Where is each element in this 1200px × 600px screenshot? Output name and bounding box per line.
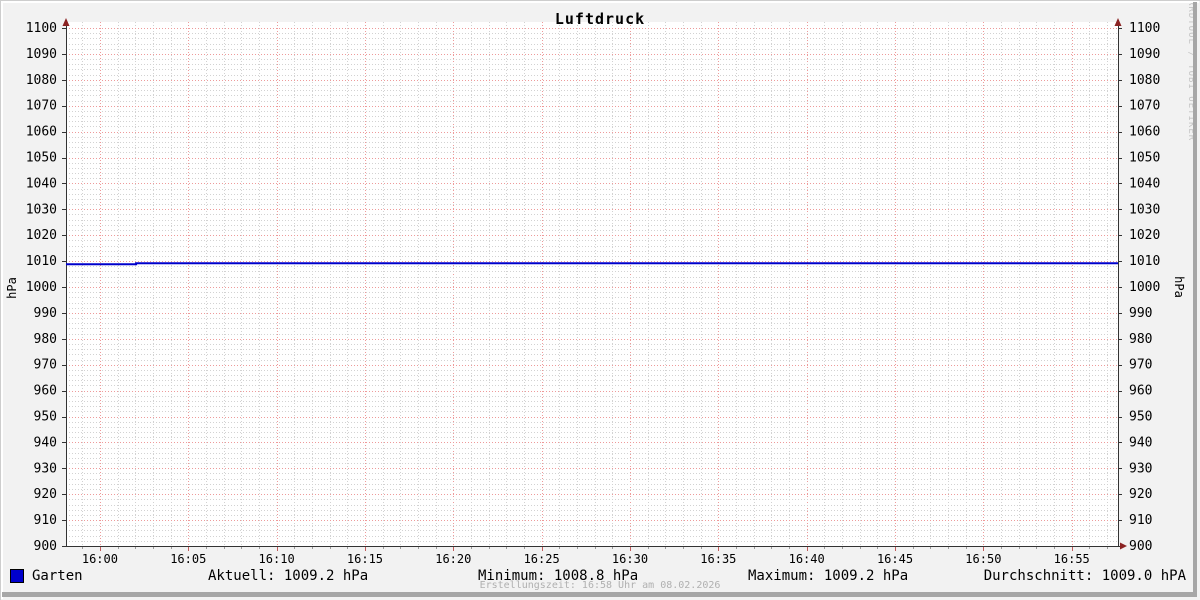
svg-text:1080: 1080 [26,73,57,88]
svg-text:1000: 1000 [26,280,57,295]
svg-text:980: 980 [34,332,57,347]
y-axis-unit-right: hPa [1172,276,1186,298]
svg-text:16:40: 16:40 [789,552,825,566]
svg-text:16:35: 16:35 [700,552,736,566]
svg-text:920: 920 [34,487,57,502]
svg-text:1030: 1030 [26,202,57,217]
svg-text:900: 900 [34,539,57,554]
svg-text:940: 940 [1129,435,1152,450]
svg-text:1010: 1010 [1129,254,1160,269]
y-axis-unit-left: hPa [5,277,19,299]
svg-text:940: 940 [34,435,57,450]
svg-text:990: 990 [1129,306,1152,321]
svg-text:16:30: 16:30 [612,552,648,566]
svg-text:16:25: 16:25 [524,552,560,566]
svg-text:16:15: 16:15 [347,552,383,566]
stat-current: Aktuell: 1009.2 hPa [208,568,369,584]
svg-text:1000: 1000 [1129,280,1160,295]
svg-text:16:20: 16:20 [435,552,471,566]
svg-text:16:05: 16:05 [170,552,206,566]
svg-text:1050: 1050 [26,151,57,166]
stat-average: Durchschnitt: 1009.0 hPA [983,568,1186,584]
creation-time-note: Erstellungszeit: 16:58 Uhr am 08.02.2026 [479,580,721,591]
legend-swatch-garten [10,569,24,583]
svg-text:950: 950 [1129,410,1152,425]
page-title: Luftdruck [554,10,646,28]
svg-text:16:00: 16:00 [82,552,118,566]
svg-text:1030: 1030 [1129,202,1160,217]
svg-text:1010: 1010 [26,254,57,269]
svg-text:16:55: 16:55 [1054,552,1090,566]
svg-text:930: 930 [1129,461,1152,476]
svg-text:970: 970 [1129,358,1152,373]
svg-text:970: 970 [34,358,57,373]
svg-text:1040: 1040 [26,176,57,191]
svg-text:960: 960 [1129,384,1152,399]
svg-text:16:45: 16:45 [877,552,913,566]
svg-text:16:50: 16:50 [965,552,1001,566]
svg-text:1060: 1060 [26,125,57,140]
svg-text:1080: 1080 [1129,73,1160,88]
svg-text:910: 910 [34,513,57,528]
svg-text:1090: 1090 [1129,47,1160,62]
svg-text:1040: 1040 [1129,176,1160,191]
svg-text:1090: 1090 [26,47,57,62]
svg-text:1070: 1070 [26,99,57,114]
svg-text:900: 900 [1129,539,1152,554]
stat-minimum: Minimum: 1008.8 hPa [478,568,639,584]
svg-text:1020: 1020 [1129,228,1160,243]
legend-series-label: Garten [32,568,83,584]
svg-text:930: 930 [34,461,57,476]
rrdtool-watermark: RRDTOOL / TOBI OETIKER [1186,0,1196,142]
svg-text:1050: 1050 [1129,151,1160,166]
svg-text:910: 910 [1129,513,1152,528]
svg-text:960: 960 [34,384,57,399]
stat-maximum: Maximum: 1009.2 hPa [748,568,909,584]
svg-text:16:10: 16:10 [259,552,295,566]
svg-text:1060: 1060 [1129,125,1160,140]
svg-text:1100: 1100 [26,21,57,36]
svg-text:1020: 1020 [26,228,57,243]
svg-text:1100: 1100 [1129,21,1160,36]
svg-text:950: 950 [34,410,57,425]
svg-text:990: 990 [34,306,57,321]
svg-text:1070: 1070 [1129,99,1160,114]
svg-text:980: 980 [1129,332,1152,347]
svg-text:920: 920 [1129,487,1152,502]
